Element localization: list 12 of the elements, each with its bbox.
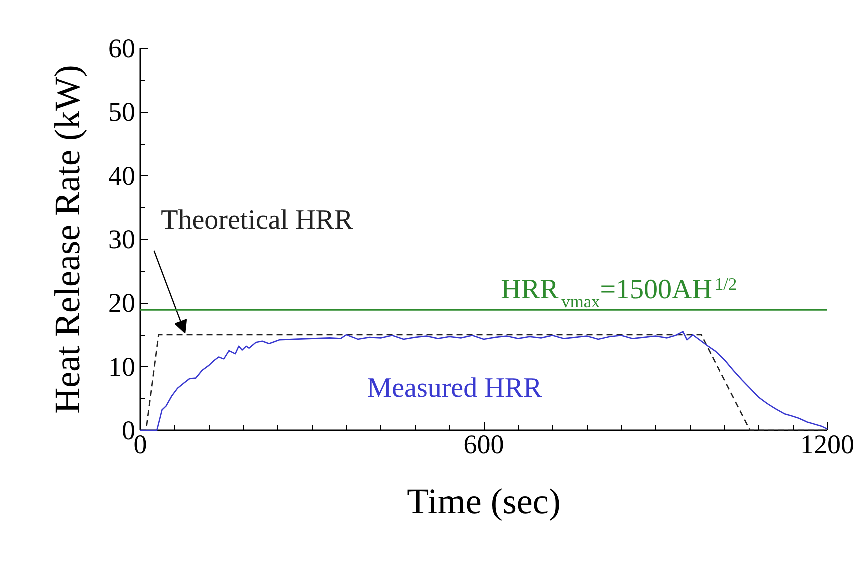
x-tick-label: 600 bbox=[464, 430, 504, 460]
series-label: Measured HRR bbox=[367, 372, 543, 404]
y-tick-label: 60 bbox=[108, 34, 136, 64]
x-tick-label: 1200 bbox=[800, 430, 854, 460]
y-tick-label: 20 bbox=[108, 288, 136, 318]
y-tick-label: 10 bbox=[108, 352, 136, 382]
y-axis-title: Heat Release Rate (kW) bbox=[48, 65, 88, 414]
y-tick-label: 50 bbox=[108, 97, 136, 128]
y-tick-label: 40 bbox=[108, 160, 136, 191]
text: Theoretical HRR bbox=[161, 204, 354, 236]
y-tick-label: 30 bbox=[108, 224, 136, 254]
x-axis-title: Time (sec) bbox=[407, 482, 561, 522]
